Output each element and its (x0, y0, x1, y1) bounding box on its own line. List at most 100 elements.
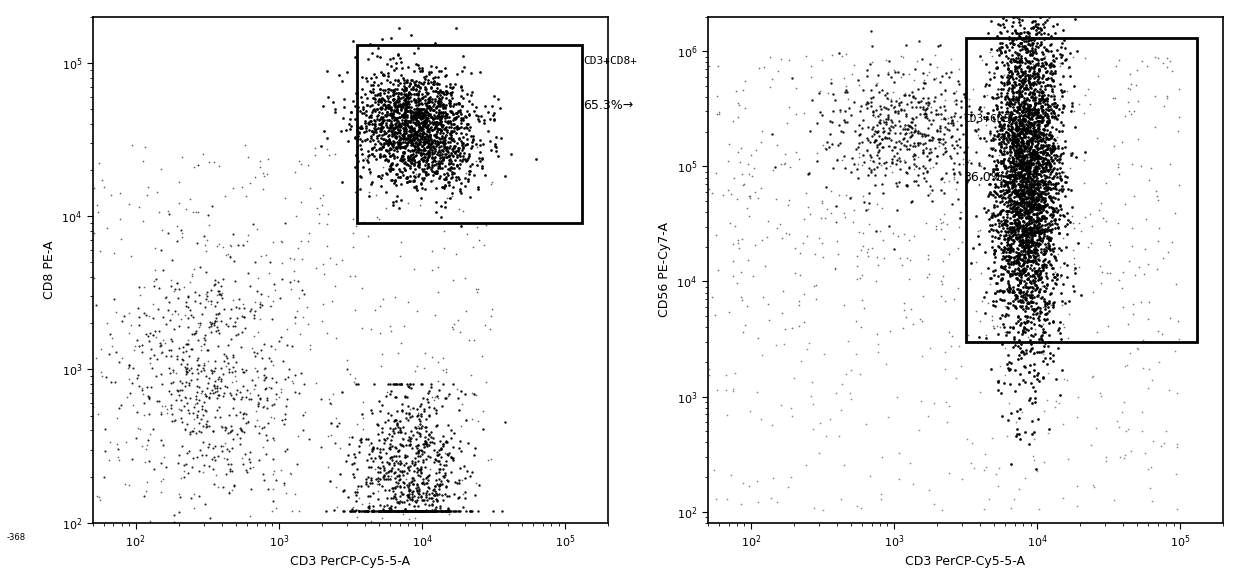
Point (1023, 183, 1043, 192)
Point (837, 81, 857, 91)
Point (1001, 223, 1021, 233)
Point (371, 506, 391, 515)
Point (435, 149, 455, 159)
Point (998, 34, 1018, 43)
Point (391, 179, 410, 188)
Point (412, 111, 432, 121)
Point (403, 506, 423, 515)
Point (424, 403, 444, 412)
Point (985, 192, 1004, 202)
Point (870, 160, 890, 169)
Point (999, 143, 1019, 152)
Point (413, 140, 433, 149)
Point (1014, 190, 1034, 199)
Point (119, 361, 139, 370)
Point (1016, 293, 1035, 302)
Point (383, 95, 403, 104)
Point (342, 504, 362, 514)
Point (991, 295, 1011, 305)
Point (350, 172, 370, 181)
Point (239, 307, 259, 316)
Point (247, 287, 267, 296)
Point (1017, 143, 1037, 152)
Point (1014, 210, 1034, 219)
Point (999, 171, 1019, 180)
Point (1034, 146, 1054, 155)
Point (937, 113, 957, 122)
Point (864, 164, 884, 173)
Point (994, 70, 1014, 80)
Point (407, 506, 427, 515)
Point (715, 385, 735, 394)
Point (433, 506, 453, 515)
Point (1012, 224, 1032, 233)
Point (401, 462, 420, 471)
Point (1029, 151, 1049, 160)
Point (1021, 158, 1040, 167)
Point (849, 121, 869, 130)
Point (382, 506, 402, 515)
Point (372, 400, 392, 410)
Point (1019, 90, 1039, 99)
Point (1030, 148, 1050, 157)
Point (1043, 56, 1063, 65)
Point (208, 390, 228, 400)
Point (370, 301, 389, 311)
Point (402, 506, 422, 515)
Point (388, 119, 408, 128)
Point (244, 384, 264, 393)
Point (874, 117, 894, 126)
Point (1004, 165, 1024, 174)
Point (1114, 267, 1133, 277)
Point (1025, 202, 1045, 212)
Point (352, 149, 372, 159)
Point (386, 127, 405, 136)
Point (110, 215, 130, 224)
Point (997, 209, 1017, 219)
Point (481, 455, 501, 464)
Point (450, 159, 470, 168)
Point (1006, 80, 1025, 90)
Point (1013, 150, 1033, 160)
Point (187, 453, 207, 462)
Point (439, 177, 459, 187)
Point (873, 127, 893, 136)
Point (1003, 244, 1023, 253)
Point (1042, 108, 1061, 118)
Point (374, 435, 394, 445)
Point (1032, 235, 1052, 245)
Point (910, 128, 930, 137)
Point (883, 146, 903, 155)
Point (362, 127, 382, 136)
Point (892, 105, 911, 114)
Point (968, 232, 988, 241)
Point (985, 288, 1004, 297)
Point (410, 113, 430, 122)
Point (1091, 198, 1111, 208)
Point (410, 506, 430, 515)
Point (1028, 42, 1048, 51)
Point (413, 132, 433, 142)
Point (966, 126, 986, 136)
Point (1034, 457, 1054, 467)
Point (374, 139, 394, 149)
Point (465, 490, 485, 500)
Point (1024, 168, 1044, 177)
Point (463, 134, 482, 143)
Point (1007, 274, 1027, 284)
Point (1029, 113, 1049, 122)
Point (982, 242, 1002, 252)
Point (1021, 133, 1040, 143)
Point (884, 65, 904, 74)
Point (399, 486, 419, 495)
Point (895, 124, 915, 133)
Point (1032, 105, 1052, 115)
Point (998, 267, 1018, 276)
Point (1035, 160, 1055, 170)
Point (832, 51, 852, 60)
Point (362, 506, 382, 515)
Point (358, 147, 378, 156)
Point (419, 109, 439, 118)
Point (1013, 115, 1033, 124)
Point (255, 250, 275, 260)
